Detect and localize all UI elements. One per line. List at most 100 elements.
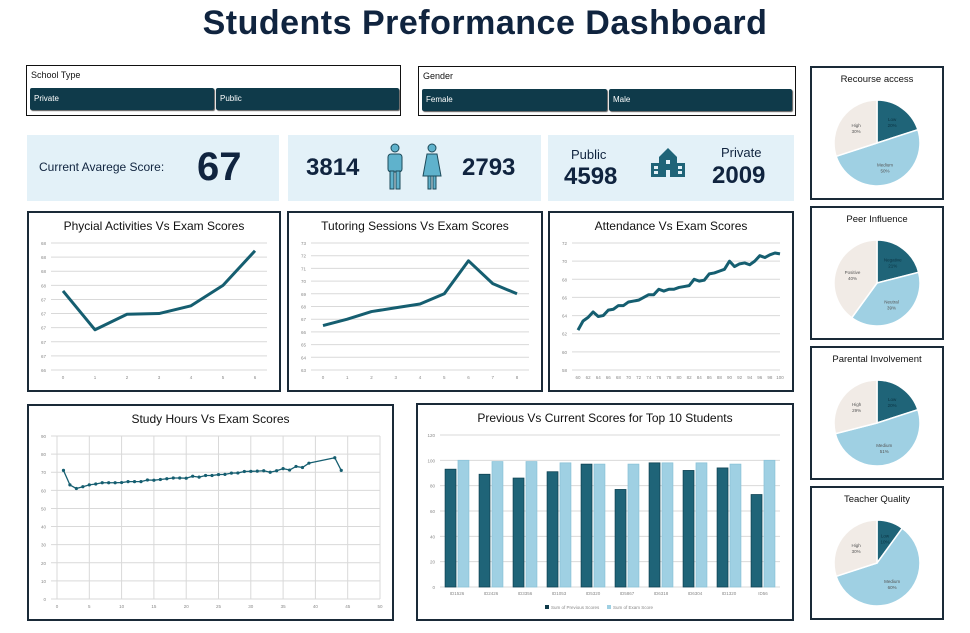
bar (580, 463, 593, 588)
private-label: Private (721, 145, 762, 160)
y-tick-label: 68 (41, 241, 47, 246)
data-point (281, 467, 285, 471)
x-tick-label: 7 (491, 375, 494, 380)
x-tick-label: 50 (377, 604, 383, 609)
bar (559, 462, 572, 588)
chart-svg: 0 20 40 60 80 100 120 ID1526 ID2426 ID3356 ID1053 I… (427, 433, 780, 610)
y-tick-label: 70 (41, 470, 47, 475)
x-tick-label: 74 (646, 375, 652, 380)
x-tick-label: 88 (717, 375, 723, 380)
x-tick-label: 66 (606, 375, 612, 380)
slicer-male-button[interactable]: Male (609, 89, 792, 111)
data-point (262, 469, 266, 473)
x-tick-label: 76 (656, 375, 662, 380)
data-point (126, 480, 130, 484)
chart-title: Phycial Activities Vs Exam Scores (63, 219, 245, 233)
y-tick-label: 40 (430, 534, 436, 539)
x-tick-label: 40 (313, 604, 319, 609)
y-tick-label: 80 (430, 484, 436, 489)
pie-percent: 10% (880, 539, 889, 544)
x-tick-label: 1 (94, 375, 97, 380)
bar (457, 459, 470, 588)
slicer-public-button[interactable]: Public (216, 88, 399, 110)
pie-percent: 60% (888, 585, 897, 590)
y-tick-label: 65 (301, 343, 307, 348)
legend-swatch (607, 605, 611, 609)
bar (729, 463, 742, 588)
pie-slice (833, 99, 878, 158)
x-tick-label: 96 (757, 375, 763, 380)
pie-percent: 51% (880, 449, 889, 454)
pie-label: High (851, 123, 861, 128)
x-tick-label: 5 (222, 375, 225, 380)
y-tick-label: 66 (41, 368, 47, 373)
pie-slice (876, 239, 920, 284)
y-tick-label: 67 (41, 326, 47, 331)
teacher-quality-pie: Teacher Quality Low 10% Medium 60% High 30% (810, 486, 944, 620)
pie-slice (835, 527, 921, 607)
data-point (191, 474, 195, 478)
x-tick-label: ID1526 (450, 591, 465, 596)
pie-percent: 50% (880, 169, 889, 174)
data-point (107, 481, 111, 485)
data-point (139, 480, 143, 484)
slicer-female-button[interactable]: Female (422, 89, 607, 111)
x-tick-label: ID6318 (654, 591, 669, 596)
x-tick-label: 3 (158, 375, 161, 380)
pie-label: Positive (845, 270, 861, 275)
x-tick-label: 0 (322, 375, 325, 380)
data-point (236, 471, 240, 475)
y-tick-label: 68 (562, 277, 568, 282)
bar (627, 463, 640, 588)
data-point (61, 468, 66, 473)
data-point (145, 478, 150, 482)
x-tick-label: 2 (126, 375, 129, 380)
pie-label: High (851, 543, 861, 548)
data-point (68, 483, 72, 487)
chart-svg: 58 60 62 64 66 68 70 72 60 62 64 66 68 70 72 74 76 78 80 82… (562, 241, 784, 380)
pie-label: Low (881, 533, 890, 538)
y-tick-label: 67 (41, 312, 47, 317)
data-point (339, 468, 343, 473)
x-tick-label: ID1320 (722, 591, 737, 596)
y-tick-label: 30 (41, 543, 47, 548)
bar (661, 462, 674, 588)
slicer-private-button[interactable]: Private (30, 88, 214, 110)
data-point (113, 481, 117, 485)
x-tick-label: 15 (151, 604, 157, 609)
y-tick-label: 20 (41, 561, 47, 566)
x-tick-label: 92 (737, 375, 743, 380)
y-tick-label: 58 (562, 368, 568, 373)
data-point (100, 481, 104, 485)
x-tick-label: 25 (216, 604, 222, 609)
chart-title: Recourse access (840, 74, 914, 85)
y-tick-label: 68 (301, 305, 307, 310)
data-point (294, 464, 298, 469)
bar (491, 461, 504, 588)
avg-score-card: Current Avarege Score: 67 (27, 135, 279, 201)
y-tick-label: 68 (41, 269, 47, 274)
data-point (242, 469, 246, 474)
y-tick-label: 20 (430, 560, 436, 565)
physical-activity-chart: Phycial Activities Vs Exam Scores 66 67 67 6… (27, 211, 281, 392)
bar (478, 473, 491, 588)
school-building-icon (651, 148, 685, 177)
pie-label: Negative (884, 258, 902, 263)
top10-bar-chart: Previous Vs Current Scores for Top 10 St… (416, 403, 794, 621)
pie-label: Medium (877, 163, 893, 168)
x-tick-label: ID6304 (688, 591, 703, 596)
data-point (275, 469, 279, 473)
bar (695, 462, 708, 588)
bar (525, 461, 538, 588)
female-count: 2793 (462, 154, 516, 181)
pie-percent: 30% (852, 129, 861, 134)
y-tick-label: 80 (41, 452, 47, 457)
y-tick-label: 0 (432, 585, 435, 590)
pie-percent: 20% (888, 123, 897, 128)
chart-title: Study Hours Vs Exam Scores (131, 412, 290, 426)
pie-slice (833, 379, 878, 435)
data-line (576, 251, 781, 331)
data-point (158, 477, 162, 482)
x-tick-label: 20 (184, 604, 190, 609)
